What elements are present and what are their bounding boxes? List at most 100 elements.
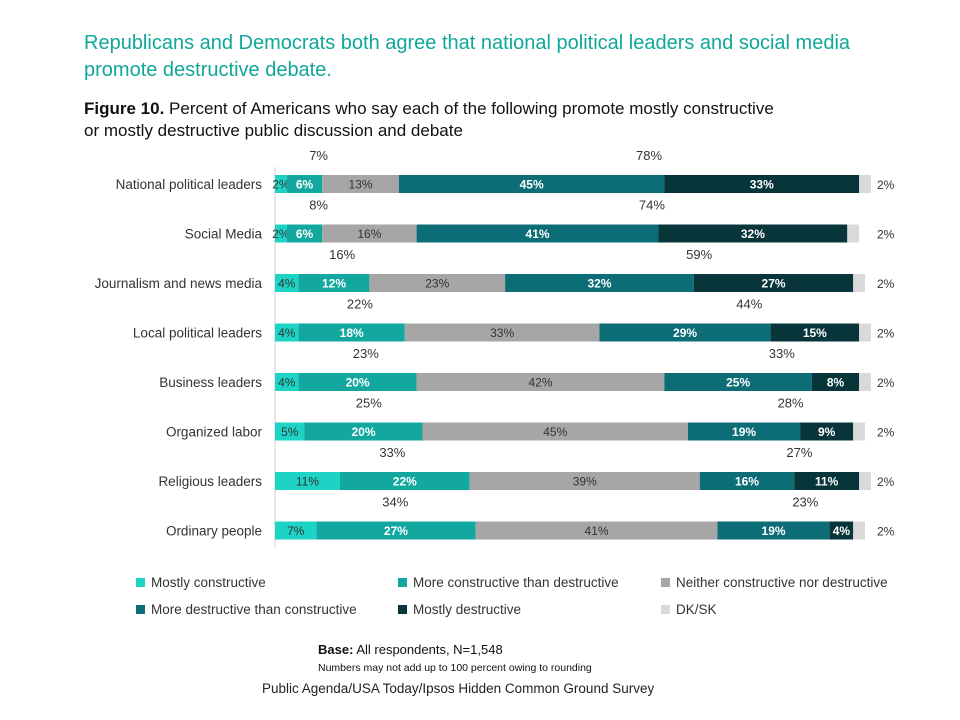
dk-value-label: 2% — [877, 228, 895, 242]
bar-value-label: 18% — [340, 326, 364, 340]
bar-segment — [699, 472, 795, 490]
bar-value-label: 6% — [296, 178, 314, 192]
bar-segment — [853, 274, 865, 292]
bar-segment — [398, 175, 665, 193]
bar-segment — [811, 373, 860, 391]
legend-swatch — [398, 605, 407, 614]
bar-value-label: 23% — [425, 277, 449, 291]
figure-title-text: Percent of Americans who say each of the… — [84, 99, 774, 140]
legend-label: More destructive than constructive — [151, 602, 357, 617]
dk-value-label: 2% — [877, 426, 895, 440]
bar-segment — [416, 373, 665, 391]
bar-segment — [794, 472, 860, 490]
destructive-total-label: 78% — [636, 148, 662, 163]
bar-segment — [800, 422, 854, 441]
footer-source: Public Agenda/USA Today/Ipsos Hidden Com… — [262, 681, 655, 696]
legend-label: Neither constructive nor destructive — [676, 575, 888, 590]
bar-segment — [322, 224, 417, 243]
bar-segment — [664, 373, 812, 391]
bar-segment — [275, 422, 305, 441]
legend-item: Mostly destructive — [398, 602, 521, 617]
destructive-total-label: 74% — [639, 198, 665, 213]
bar-value-label: 20% — [351, 425, 375, 439]
destructive-total-label: 28% — [778, 396, 804, 411]
stacked-bar-chart: National political leaders 2% 6% 13% 45% 33% 2… — [95, 148, 895, 548]
bar-segment — [286, 175, 323, 193]
bar-segment — [275, 274, 299, 292]
bar-segment — [298, 323, 405, 342]
bar-segment — [688, 422, 801, 441]
category-label: Local political leaders — [133, 326, 262, 341]
bar-value-label: 42% — [528, 376, 552, 390]
bar-value-label: 2% — [272, 178, 290, 192]
bar-segment — [829, 521, 854, 540]
footer-base: Base: All respondents, N=1,548 — [318, 642, 503, 657]
bar-value-label: 7% — [287, 524, 305, 538]
base-text: All respondents, N=1,548 — [356, 642, 503, 657]
bar-value-label: 41% — [526, 227, 550, 241]
bar-value-label: 20% — [346, 376, 370, 390]
bar-segment — [404, 323, 600, 342]
bar-segment — [853, 521, 865, 540]
bar-segment — [599, 323, 771, 342]
bar-value-label: 27% — [762, 277, 786, 291]
bar-segment — [298, 274, 370, 292]
category-label: Social Media — [185, 227, 263, 242]
dk-value-label: 2% — [877, 277, 895, 291]
bar-segment — [859, 323, 871, 342]
bar-value-label: 19% — [732, 425, 756, 439]
bar-segment — [847, 224, 860, 243]
constructive-total-label: 34% — [382, 495, 408, 510]
bar-segment — [664, 175, 860, 193]
legend-item: More destructive than constructive — [136, 602, 357, 617]
bar-segment — [275, 323, 299, 342]
constructive-total-label: 16% — [329, 247, 355, 262]
bar-segment — [475, 521, 718, 540]
constructive-total-label: 8% — [309, 198, 328, 213]
bar-value-label: 4% — [278, 326, 296, 340]
bar-value-label: 33% — [490, 326, 514, 340]
bar-segment — [693, 274, 854, 292]
category-label: Organized labor — [166, 425, 263, 440]
dk-value-label: 2% — [877, 376, 895, 390]
bar-segment — [369, 274, 506, 292]
constructive-total-label: 22% — [347, 297, 373, 312]
destructive-total-label: 44% — [736, 297, 762, 312]
bar-value-label: 11% — [815, 475, 839, 489]
figure-label: Figure 10. — [84, 99, 165, 118]
constructive-total-label: 7% — [309, 148, 328, 163]
legend-swatch — [661, 605, 670, 614]
bar-segment — [286, 224, 323, 243]
bar-value-label: 9% — [818, 425, 836, 439]
dk-value-label: 2% — [877, 525, 895, 539]
bar-segment — [717, 521, 830, 540]
bar-value-label: 16% — [735, 475, 759, 489]
constructive-total-label: 25% — [356, 396, 382, 411]
destructive-total-label: 59% — [686, 247, 712, 262]
bar-value-label: 13% — [349, 178, 373, 192]
bar-value-label: 4% — [833, 524, 851, 538]
figure-title: Figure 10. Percent of Americans who say … — [84, 98, 784, 142]
legend-label: DK/SK — [676, 602, 717, 617]
bar-value-label: 11% — [296, 475, 319, 489]
bar-segment — [505, 274, 694, 292]
destructive-total-label: 33% — [769, 346, 795, 361]
destructive-total-label: 27% — [786, 445, 812, 460]
bar-value-label: 45% — [543, 425, 567, 439]
bar-segment — [275, 373, 299, 391]
bar-value-label: 32% — [741, 227, 765, 241]
bar-segment — [322, 175, 399, 193]
bar-value-label: 27% — [384, 524, 408, 538]
bar-segment — [275, 472, 340, 490]
legend-swatch — [398, 578, 407, 587]
bar-segment — [298, 373, 417, 391]
constructive-total-label: 23% — [353, 346, 379, 361]
category-label: Ordinary people — [166, 524, 262, 539]
constructive-total-label: 33% — [379, 445, 405, 460]
bar-value-label: 39% — [573, 475, 597, 489]
bar-segment — [275, 175, 287, 193]
legend-item: More constructive than destructive — [398, 575, 619, 590]
bar-segment — [770, 323, 860, 342]
bar-value-label: 33% — [750, 178, 774, 192]
dk-value-label: 2% — [877, 327, 895, 341]
